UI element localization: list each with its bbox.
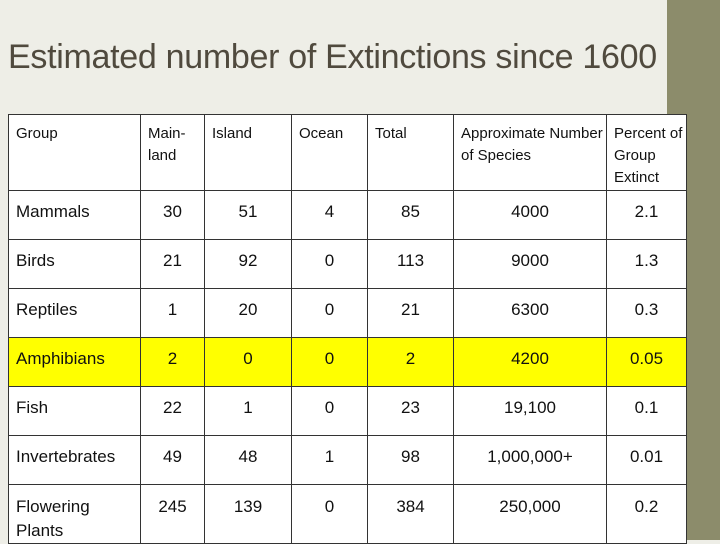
cell-percent-extinct: 1.3 xyxy=(606,239,687,289)
cell-percent-extinct: 0.2 xyxy=(606,484,687,544)
header-mainland-label: Main- land xyxy=(148,125,186,164)
cell-island: 0 xyxy=(204,337,292,387)
cell-total: 98 xyxy=(367,435,454,485)
cell-group: Amphibians xyxy=(8,337,141,387)
table-row: Fish 22 1 0 23 19,100 0.1 xyxy=(8,386,687,436)
table-row: Reptiles 1 20 0 21 6300 0.3 xyxy=(8,288,687,338)
cell-total: 2 xyxy=(367,337,454,387)
cell-ocean: 0 xyxy=(291,386,368,436)
cell-approx-species: 4200 xyxy=(453,337,607,387)
header-ocean: Ocean xyxy=(291,114,368,191)
header-percent-extinct: Percent of Group Extinct xyxy=(606,114,687,191)
cell-island: 139 xyxy=(204,484,292,544)
header-total: Total xyxy=(367,114,454,191)
cell-total: 85 xyxy=(367,190,454,240)
cell-ocean: 4 xyxy=(291,190,368,240)
table-header-row: Group Main- land Island Ocean Total Appr… xyxy=(8,114,687,191)
extinctions-table: Group Main- land Island Ocean Total Appr… xyxy=(8,114,687,544)
cell-mainland: 22 xyxy=(140,386,205,436)
cell-total: 384 xyxy=(367,484,454,544)
cell-approx-species: 1,000,000+ xyxy=(453,435,607,485)
header-group: Group xyxy=(8,114,141,191)
cell-total: 23 xyxy=(367,386,454,436)
cell-group: Reptiles xyxy=(8,288,141,338)
cell-ocean: 0 xyxy=(291,288,368,338)
cell-total: 21 xyxy=(367,288,454,338)
cell-group: Flowering Plants xyxy=(8,484,141,544)
cell-approx-species: 6300 xyxy=(453,288,607,338)
cell-percent-extinct: 0.1 xyxy=(606,386,687,436)
table-row: Invertebrates 49 48 1 98 1,000,000+ 0.01 xyxy=(8,435,687,485)
cell-ocean: 0 xyxy=(291,239,368,289)
cell-total: 113 xyxy=(367,239,454,289)
cell-island: 1 xyxy=(204,386,292,436)
slide-title: Estimated number of Extinctions since 16… xyxy=(8,38,657,76)
cell-mainland: 245 xyxy=(140,484,205,544)
cell-percent-extinct: 0.01 xyxy=(606,435,687,485)
cell-island: 51 xyxy=(204,190,292,240)
table-row: Birds 21 92 0 113 9000 1.3 xyxy=(8,239,687,289)
cell-group: Invertebrates xyxy=(8,435,141,485)
cell-group: Birds xyxy=(8,239,141,289)
table-row: Mammals 30 51 4 85 4000 2.1 xyxy=(8,190,687,240)
cell-island: 92 xyxy=(204,239,292,289)
cell-ocean: 0 xyxy=(291,337,368,387)
cell-ocean: 1 xyxy=(291,435,368,485)
cell-group: Mammals xyxy=(8,190,141,240)
cell-mainland: 2 xyxy=(140,337,205,387)
cell-approx-species: 250,000 xyxy=(453,484,607,544)
cell-mainland: 21 xyxy=(140,239,205,289)
cell-approx-species: 4000 xyxy=(453,190,607,240)
cell-approx-species: 19,100 xyxy=(453,386,607,436)
header-mainland: Main- land xyxy=(140,114,205,191)
cell-percent-extinct: 0.3 xyxy=(606,288,687,338)
table-row: Flowering Plants 245 139 0 384 250,000 0… xyxy=(8,484,687,544)
cell-mainland: 30 xyxy=(140,190,205,240)
header-approx-species: Approximate Number of Species xyxy=(453,114,607,191)
cell-island: 20 xyxy=(204,288,292,338)
table-row-highlighted: Amphibians 2 0 0 2 4200 0.05 xyxy=(8,337,687,387)
cell-percent-extinct: 2.1 xyxy=(606,190,687,240)
cell-ocean: 0 xyxy=(291,484,368,544)
cell-approx-species: 9000 xyxy=(453,239,607,289)
cell-mainland: 49 xyxy=(140,435,205,485)
cell-island: 48 xyxy=(204,435,292,485)
cell-group: Fish xyxy=(8,386,141,436)
cell-mainland: 1 xyxy=(140,288,205,338)
header-island: Island xyxy=(204,114,292,191)
cell-percent-extinct: 0.05 xyxy=(606,337,687,387)
